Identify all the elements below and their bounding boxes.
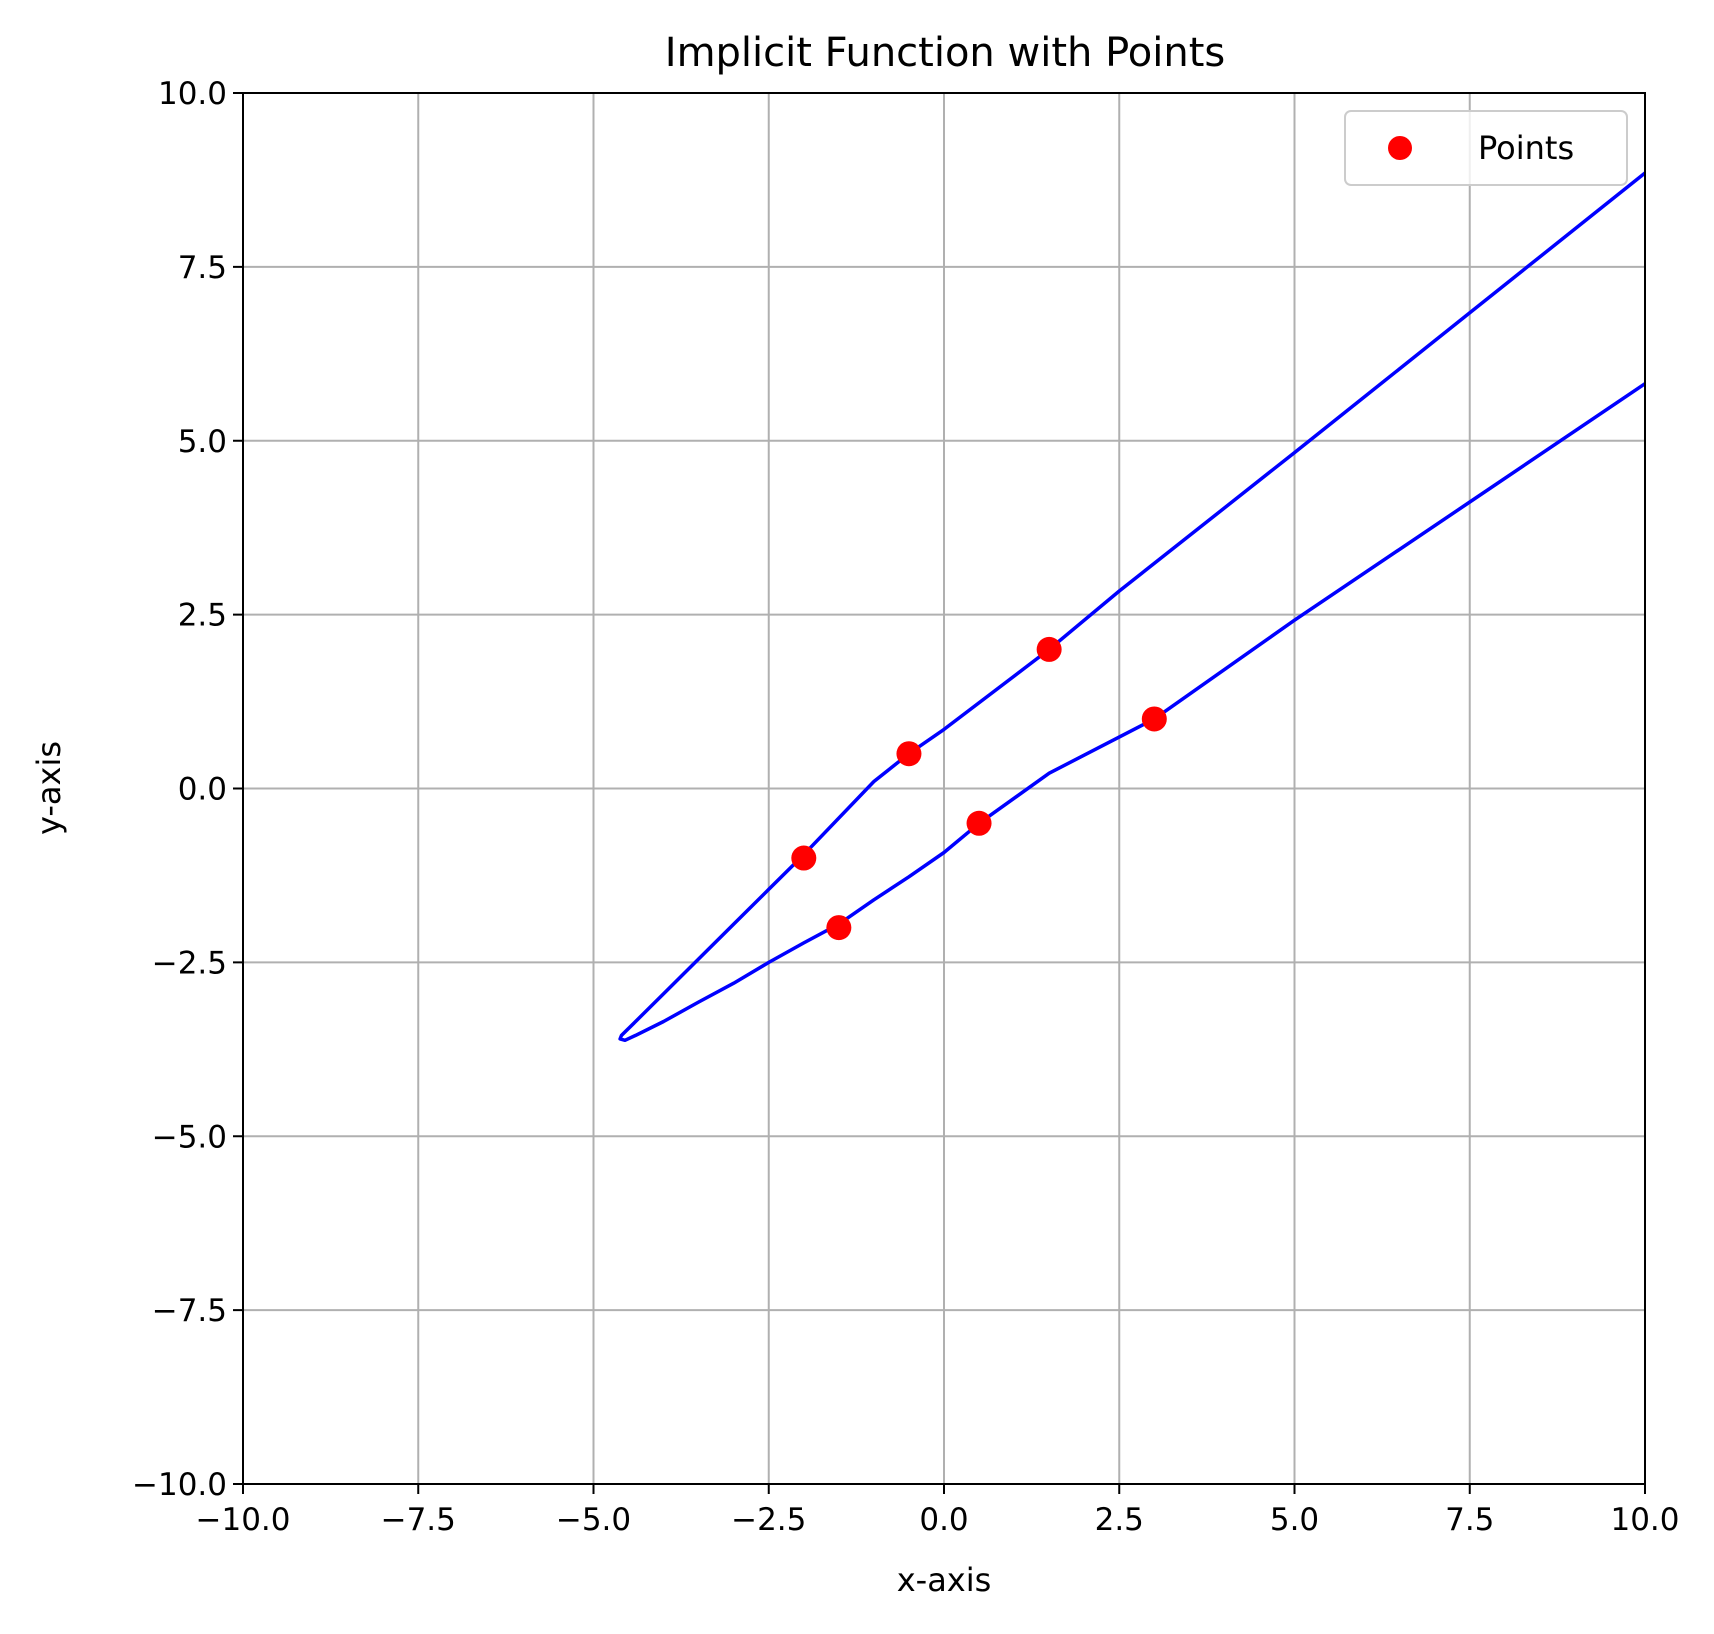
y-tick-label-3: −2.5 bbox=[152, 945, 227, 981]
x-tick-label-5: 2.5 bbox=[1095, 1502, 1144, 1538]
scatter-point-0-3 bbox=[966, 810, 992, 836]
legend: Points bbox=[1344, 110, 1628, 186]
scatter-point-0-5 bbox=[826, 915, 852, 941]
scatter-point-0-1 bbox=[1141, 706, 1167, 732]
y-tick-label-8: 10.0 bbox=[158, 76, 227, 112]
curve-layer bbox=[618, 171, 1647, 1043]
x-tick-label-1: −7.5 bbox=[381, 1502, 456, 1538]
x-tick-label-0: −10.0 bbox=[196, 1502, 291, 1538]
x-tick-label-6: 5.0 bbox=[1270, 1502, 1319, 1538]
x-axis-label: x-axis bbox=[897, 1561, 992, 1599]
x-tick-label-8: 10.0 bbox=[1610, 1502, 1679, 1538]
x-tick-label-2: −5.0 bbox=[556, 1502, 631, 1538]
x-ticks: −10.0 −7.5 −5.0 −2.5 0.0 2.5 5.0 7.5 10.0 bbox=[196, 1484, 1680, 1538]
legend-label-points: Points bbox=[1478, 129, 1574, 167]
implicit-curve bbox=[618, 171, 1647, 1043]
chart-title: Implicit Function with Points bbox=[665, 30, 1225, 76]
y-axis-label: y-axis bbox=[30, 741, 68, 835]
scatter-point-0-0 bbox=[1036, 636, 1062, 662]
points-layer bbox=[791, 636, 1167, 941]
scatter-point-0-4 bbox=[791, 845, 817, 871]
y-tick-label-7: 7.5 bbox=[178, 250, 227, 286]
scatter-point-0-2 bbox=[896, 741, 922, 767]
x-tick-label-3: −2.5 bbox=[731, 1502, 806, 1538]
y-tick-label-6: 5.0 bbox=[178, 424, 227, 460]
y-tick-label-0: −10.0 bbox=[132, 1467, 227, 1503]
x-tick-label-4: 0.0 bbox=[919, 1502, 968, 1538]
legend-box bbox=[1344, 110, 1628, 186]
y-ticks: −10.0 −7.5 −5.0 −2.5 0.0 2.5 5.0 7.5 10.0 bbox=[132, 76, 243, 1503]
y-tick-label-5: 2.5 bbox=[178, 598, 227, 634]
x-tick-label-7: 7.5 bbox=[1445, 1502, 1494, 1538]
legend-marker bbox=[1388, 136, 1412, 160]
y-tick-label-4: 0.0 bbox=[178, 772, 227, 808]
y-tick-label-1: −7.5 bbox=[152, 1293, 227, 1329]
y-tick-label-2: −5.0 bbox=[152, 1119, 227, 1155]
